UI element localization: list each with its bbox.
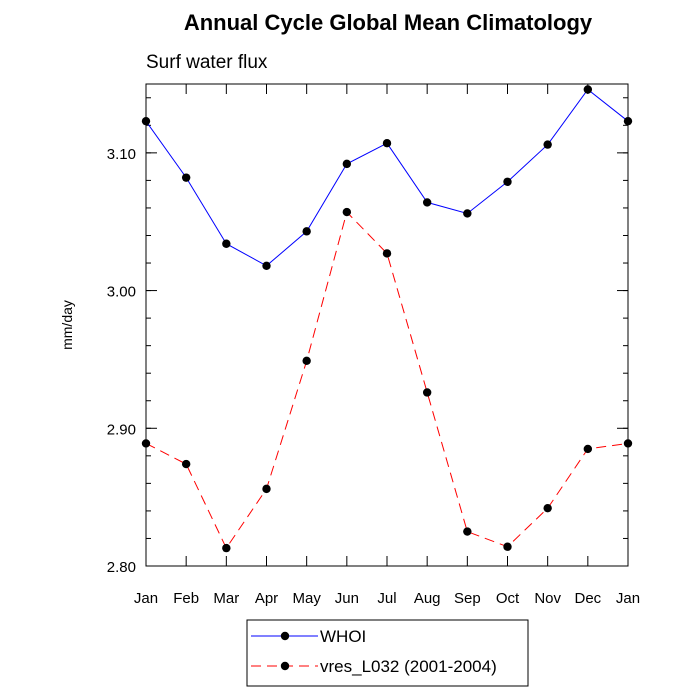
x-tick-label: Sep	[454, 590, 481, 607]
data-point	[141, 116, 151, 126]
y-axis-label: mm/day	[59, 300, 75, 350]
x-tick-label: Jun	[335, 590, 359, 607]
data-point	[222, 239, 231, 248]
data-point	[342, 159, 352, 169]
x-tick-label: Jan	[134, 590, 158, 607]
data-point	[463, 209, 472, 218]
y-tick-label: 3.10	[107, 146, 136, 163]
data-point	[382, 249, 392, 258]
data-point	[302, 356, 311, 366]
data-point	[503, 542, 512, 551]
data-point	[503, 177, 512, 186]
data-point	[141, 439, 151, 448]
x-tick-label: Aug	[414, 590, 441, 607]
x-tick-label: Jan	[616, 590, 640, 607]
axis-ticks: Jan Feb Mar Apr May Jun Jul Aug Sep Oct Nov Dec Jan 2…	[107, 84, 640, 607]
series-layer	[141, 85, 633, 553]
chart-title: Annual Cycle Global Mean Climatology	[184, 10, 593, 35]
x-tick-label: Nov	[534, 590, 561, 607]
x-tick-label: Feb	[173, 590, 199, 607]
legend-box	[246, 619, 529, 687]
data-point	[262, 484, 271, 494]
x-tick-label: Dec	[574, 590, 601, 607]
x-tick-label: Jul	[377, 590, 396, 607]
y-tick-label: 2.80	[107, 559, 136, 576]
x-tick-label: Oct	[496, 590, 520, 607]
legend-label: WHOI	[320, 627, 366, 646]
data-point	[222, 543, 231, 553]
y-tick-label: 2.90	[107, 421, 136, 438]
legend-marker	[280, 631, 290, 641]
series-line-2	[145, 211, 629, 550]
legend: WHOI vres_L032 (2001-2004)	[246, 619, 529, 687]
plot-frame	[145, 83, 629, 567]
x-tick-label: Mar	[213, 590, 239, 607]
legend-marker	[280, 661, 290, 671]
data-point	[382, 139, 392, 148]
data-point	[543, 140, 552, 149]
data-point	[543, 503, 552, 513]
data-point	[422, 198, 432, 207]
data-point	[262, 261, 271, 270]
data-point	[463, 527, 472, 536]
x-tick-label: Apr	[255, 590, 278, 607]
data-point	[623, 439, 633, 448]
data-point	[181, 459, 191, 469]
y-tick-label: 3.00	[107, 284, 136, 301]
data-point	[422, 388, 432, 397]
series-line-1	[145, 88, 629, 267]
data-point	[623, 116, 633, 126]
chart-subtitle: Surf water flux	[146, 52, 268, 73]
data-point	[181, 173, 191, 182]
x-tick-label: May	[292, 590, 321, 607]
data-point	[583, 85, 593, 94]
data-point	[342, 207, 352, 217]
legend-label: vres_L032 (2001-2004)	[320, 657, 497, 676]
data-point	[302, 227, 311, 236]
data-point	[583, 444, 593, 454]
